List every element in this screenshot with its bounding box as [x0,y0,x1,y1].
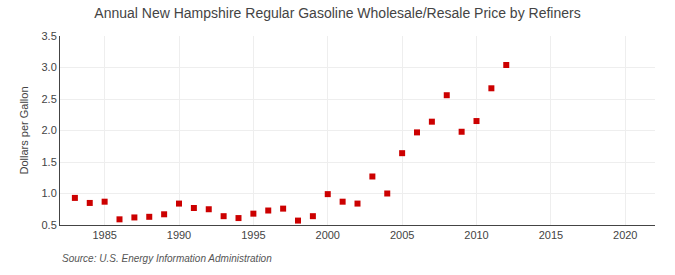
svg-text:1.0: 1.0 [42,187,57,199]
svg-text:2015: 2015 [539,229,563,241]
svg-text:1.5: 1.5 [42,156,57,168]
svg-text:1990: 1990 [167,229,191,241]
svg-text:1985: 1985 [92,229,116,241]
svg-text:2000: 2000 [316,229,340,241]
svg-text:2020: 2020 [613,229,637,241]
svg-text:2010: 2010 [464,229,488,241]
svg-text:0.5: 0.5 [42,219,57,231]
svg-text:1995: 1995 [241,229,265,241]
svg-text:2.5: 2.5 [42,93,57,105]
svg-text:2005: 2005 [390,229,414,241]
svg-text:Annual New Hampshire Regular G: Annual New Hampshire Regular Gasoline Wh… [94,5,580,21]
svg-text:3.0: 3.0 [42,61,57,73]
svg-text:Source: U.S. Energy Informatio: Source: U.S. Energy Information Administ… [62,253,272,264]
svg-text:Dollars per Gallon: Dollars per Gallon [18,86,30,174]
svg-text:2.0: 2.0 [42,124,57,136]
svg-text:3.5: 3.5 [42,30,57,42]
